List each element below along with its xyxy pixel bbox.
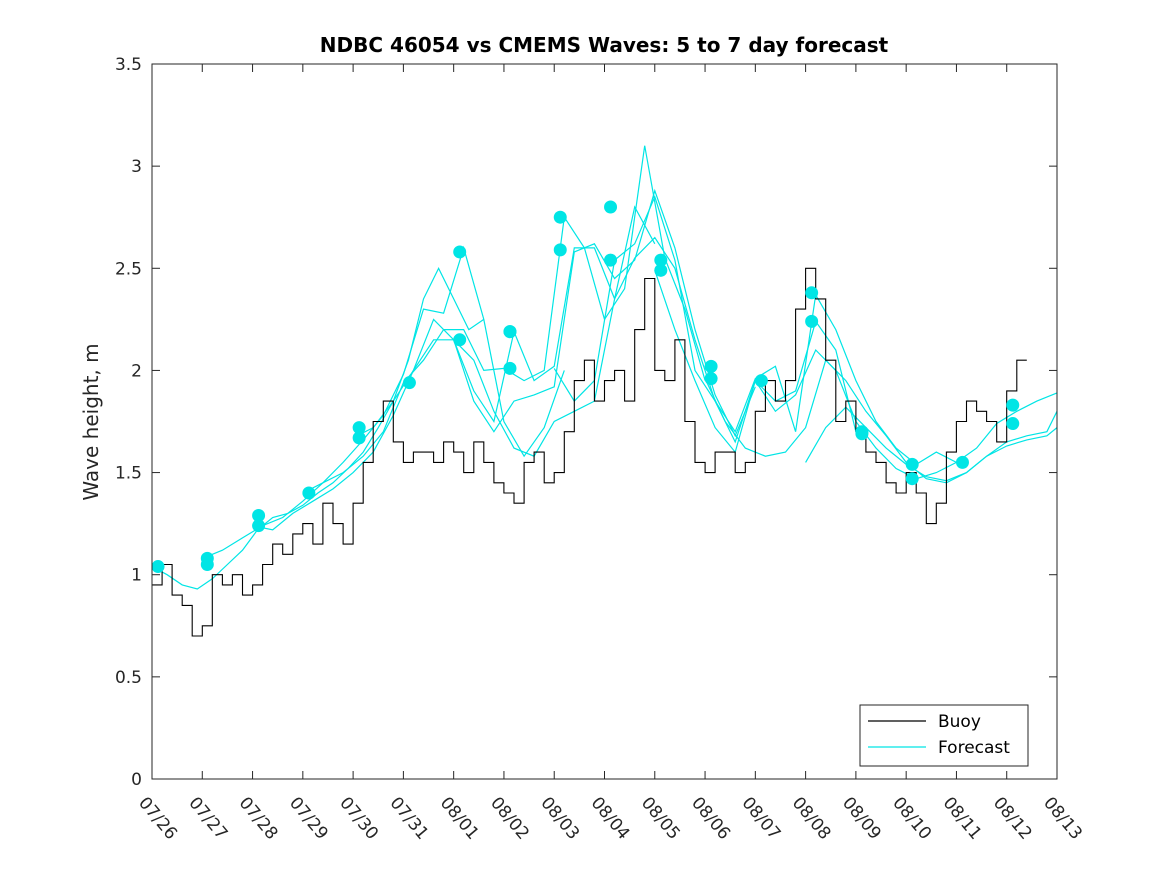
- forecast-marker: [1006, 417, 1020, 431]
- y-tick-label: 1.5: [115, 464, 142, 484]
- forecast-marker: [252, 519, 266, 533]
- x-tick-label: 08/06: [687, 793, 734, 843]
- forecast-marker: [402, 376, 416, 390]
- legend-label-buoy: Buoy: [938, 712, 981, 732]
- x-tick-label: 08/03: [536, 793, 583, 843]
- x-tick-label: 08/04: [587, 793, 634, 843]
- y-tick-label: 0: [131, 770, 142, 790]
- y-tick-label: 3: [131, 157, 142, 177]
- x-tick-label: 08/13: [1039, 793, 1086, 843]
- y-tick-label: 0.5: [115, 668, 142, 688]
- forecast-marker: [654, 263, 668, 277]
- forecast-marker: [805, 286, 819, 300]
- forecast-marker: [453, 333, 467, 347]
- forecast-marker: [1006, 398, 1020, 412]
- x-tick-label: 07/31: [386, 793, 433, 843]
- y-tick-label: 1: [131, 566, 142, 586]
- forecast-line: [805, 406, 1058, 482]
- forecast-marker: [905, 457, 919, 471]
- forecast-marker: [200, 551, 214, 565]
- x-tick-label: 08/11: [939, 793, 986, 843]
- legend-box: [859, 704, 1029, 767]
- x-tick-label: 08/05: [637, 793, 684, 843]
- forecast-marker: [654, 253, 668, 267]
- forecast-marker: [955, 455, 969, 469]
- forecast-marker: [905, 472, 919, 486]
- x-tick-label: 08/10: [888, 793, 935, 843]
- forecast-line: [352, 188, 756, 439]
- x-tick-label: 08/08: [788, 793, 835, 843]
- x-tick-label: 08/12: [989, 793, 1036, 843]
- x-tick-label: 07/29: [285, 793, 332, 843]
- forecast-marker: [302, 486, 316, 500]
- forecast-marker: [151, 560, 165, 574]
- x-tick-label: 07/26: [134, 793, 181, 843]
- forecast-marker: [352, 421, 366, 435]
- forecast-line: [453, 236, 857, 457]
- buoy-line: [152, 267, 1027, 637]
- plot-markers: [151, 200, 1020, 574]
- x-tick-label: 07/27: [184, 793, 231, 843]
- forecast-marker: [553, 210, 567, 224]
- forecast-marker: [855, 425, 869, 439]
- forecast-marker: [704, 372, 718, 386]
- y-tick-label: 2.5: [115, 259, 142, 279]
- x-tick-label: 08/09: [838, 793, 885, 843]
- x-tick-label: 07/30: [335, 793, 382, 843]
- y-tick-label: 2: [131, 361, 142, 381]
- x-tick-label: 08/01: [436, 793, 483, 843]
- forecast-marker: [604, 253, 618, 267]
- forecast-marker: [503, 361, 517, 375]
- forecast-marker: [704, 359, 718, 373]
- legend: Buoy Forecast: [859, 704, 1029, 767]
- forecast-marker: [352, 431, 366, 445]
- forecast-marker: [503, 325, 517, 339]
- y-axis-ticks: 0 0.5 1 1.5 2 2.5 3 3.5: [115, 55, 1057, 790]
- legend-label-forecast: Forecast: [938, 738, 1010, 758]
- forecast-marker: [805, 314, 819, 328]
- forecast-marker: [453, 245, 467, 259]
- chart-title: NDBC 46054 vs CMEMS Waves: 5 to 7 day fo…: [320, 33, 889, 57]
- plot-area: [152, 64, 1057, 779]
- forecast-line: [151, 266, 485, 590]
- x-tick-label: 08/02: [486, 793, 533, 843]
- x-tick-label: 07/28: [235, 793, 282, 843]
- forecast-marker: [553, 243, 567, 257]
- x-tick-label: 08/07: [738, 793, 785, 843]
- forecast-marker: [604, 200, 618, 214]
- y-tick-label: 3.5: [115, 55, 142, 75]
- forecast-marker: [754, 374, 768, 388]
- y-axis-label: Wave height, m: [79, 343, 103, 500]
- forecast-marker: [252, 508, 266, 522]
